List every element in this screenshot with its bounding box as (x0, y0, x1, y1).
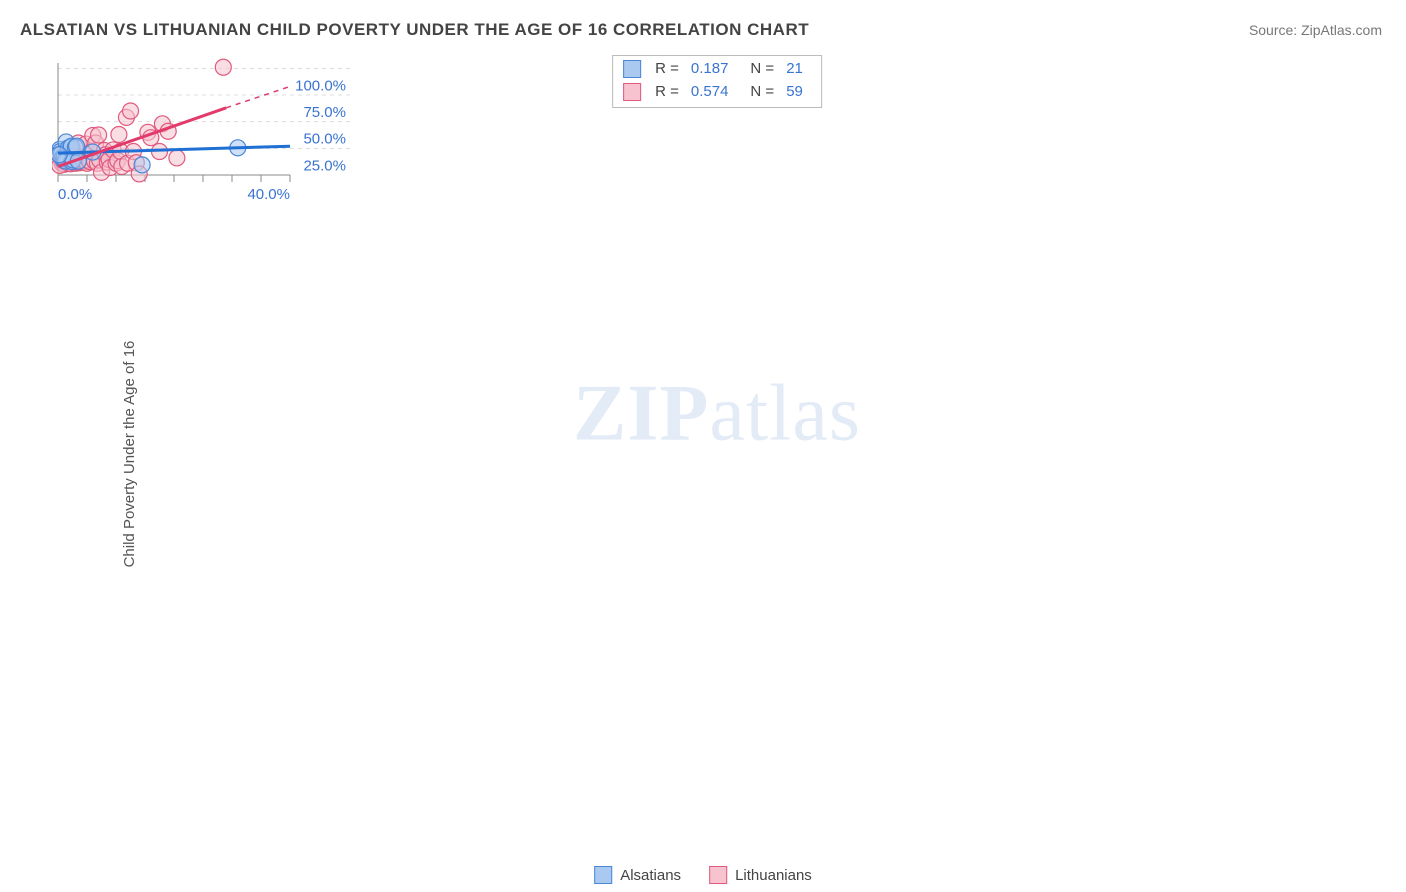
legend-swatch-lithuanians (709, 866, 727, 884)
y-axis-label: Child Poverty Under the Age of 16 (121, 340, 138, 567)
r-value-lithuanians: 0.574 (687, 81, 737, 104)
watermark-atlas: atlas (709, 369, 861, 457)
legend-label-lithuanians: Lithuanians (735, 867, 812, 884)
watermark-zip: ZIP (573, 369, 709, 457)
svg-text:50.0%: 50.0% (303, 131, 346, 148)
bottom-legend: Alsatians Lithuanians (594, 866, 812, 884)
svg-text:100.0%: 100.0% (295, 77, 346, 94)
n-label: N = (744, 81, 774, 104)
chart-title: ALSATIAN VS LITHUANIAN CHILD POVERTY UND… (20, 20, 809, 40)
watermark: ZIPatlas (573, 368, 861, 459)
legend-label-alsatians: Alsatians (620, 867, 681, 884)
correlation-row-lithuanians: R = 0.574 N = 59 (623, 81, 811, 104)
n-value-alsatians: 21 (782, 58, 811, 81)
chart-area: Child Poverty Under the Age of 16 ZIPatl… (52, 55, 1382, 852)
legend-item-lithuanians: Lithuanians (709, 866, 812, 884)
r-label: R = (649, 81, 679, 104)
n-value-lithuanians: 59 (782, 81, 811, 104)
r-value-alsatians: 0.187 (687, 58, 737, 81)
source-credit: Source: ZipAtlas.com (1249, 22, 1382, 38)
legend-swatch-alsatians (594, 866, 612, 884)
correlation-row-alsatians: R = 0.187 N = 21 (623, 58, 811, 81)
swatch-lithuanians (623, 83, 641, 101)
svg-text:25.0%: 25.0% (303, 157, 346, 174)
swatch-alsatians (623, 60, 641, 78)
legend-item-alsatians: Alsatians (594, 866, 681, 884)
svg-text:40.0%: 40.0% (247, 186, 290, 203)
scatter-plot: 25.0% 50.0% 75.0% 100.0% 0.0% 40.0% (52, 55, 352, 205)
n-label: N = (744, 58, 774, 81)
correlation-legend: R = 0.187 N = 21 R = 0.574 N = 59 (612, 55, 822, 108)
svg-text:0.0%: 0.0% (58, 186, 92, 203)
svg-text:75.0%: 75.0% (303, 104, 346, 121)
r-label: R = (649, 58, 679, 81)
